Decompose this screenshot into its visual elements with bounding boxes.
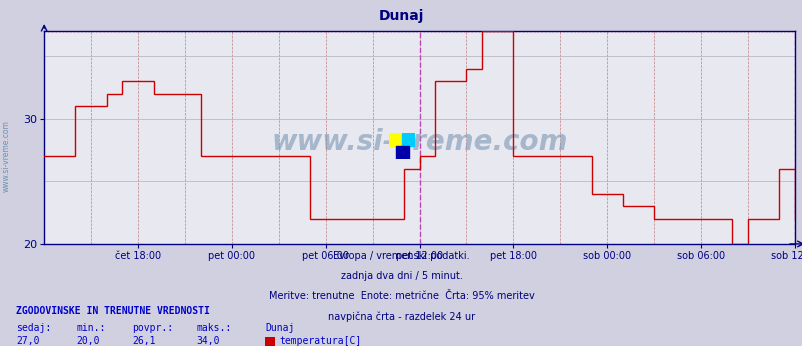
Bar — [395, 146, 408, 159]
Text: povpr.:: povpr.: — [132, 323, 173, 333]
Text: 34,0: 34,0 — [196, 336, 220, 346]
Text: Evropa / vremenski podatki.: Evropa / vremenski podatki. — [333, 251, 469, 261]
Text: navpična črta - razdelek 24 ur: navpična črta - razdelek 24 ur — [327, 311, 475, 321]
Text: Meritve: trenutne  Enote: metrične  Črta: 95% meritev: Meritve: trenutne Enote: metrične Črta: … — [269, 291, 533, 301]
Bar — [402, 133, 415, 146]
Bar — [389, 133, 402, 146]
Text: Dunaj: Dunaj — [379, 9, 423, 22]
Text: 20,0: 20,0 — [76, 336, 99, 346]
Text: www.si-vreme.com: www.si-vreme.com — [2, 120, 11, 192]
Text: Dunaj: Dunaj — [265, 323, 294, 333]
Text: sedaj:: sedaj: — [16, 323, 51, 333]
Text: min.:: min.: — [76, 323, 106, 333]
Text: ZGODOVINSKE IN TRENUTNE VREDNOSTI: ZGODOVINSKE IN TRENUTNE VREDNOSTI — [16, 306, 209, 316]
Text: temperatura[C]: temperatura[C] — [279, 336, 361, 346]
Text: 26,1: 26,1 — [132, 336, 156, 346]
Text: www.si-vreme.com: www.si-vreme.com — [271, 128, 567, 156]
Text: 27,0: 27,0 — [16, 336, 39, 346]
Text: maks.:: maks.: — [196, 323, 232, 333]
Text: zadnja dva dni / 5 minut.: zadnja dva dni / 5 minut. — [340, 271, 462, 281]
